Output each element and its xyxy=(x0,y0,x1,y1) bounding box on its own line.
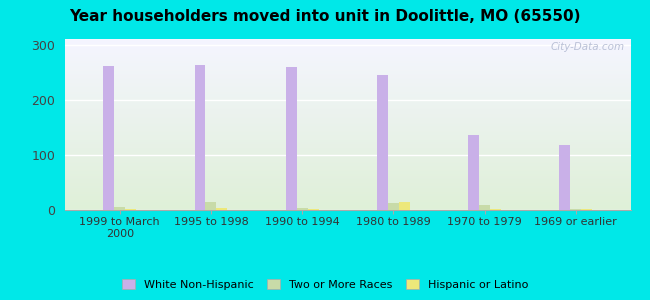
Bar xyxy=(560,145,570,210)
Bar xyxy=(216,208,228,210)
Text: Year householders moved into unit in Doolittle, MO (65550): Year householders moved into unit in Doo… xyxy=(70,9,580,24)
Bar xyxy=(479,205,490,210)
Bar xyxy=(205,202,216,210)
Bar xyxy=(194,65,205,210)
Bar xyxy=(286,67,296,210)
Bar xyxy=(114,207,125,210)
Text: City-Data.com: City-Data.com xyxy=(551,42,625,52)
Bar xyxy=(307,209,318,210)
Bar xyxy=(581,209,592,210)
Legend: White Non-Hispanic, Two or More Races, Hispanic or Latino: White Non-Hispanic, Two or More Races, H… xyxy=(117,275,533,294)
Bar xyxy=(377,75,388,210)
Bar xyxy=(490,209,501,210)
Bar xyxy=(399,202,410,210)
Bar xyxy=(103,66,114,210)
Bar xyxy=(125,209,136,210)
Bar xyxy=(388,203,399,210)
Bar xyxy=(296,208,307,210)
Bar xyxy=(468,135,479,210)
Bar xyxy=(570,209,581,210)
